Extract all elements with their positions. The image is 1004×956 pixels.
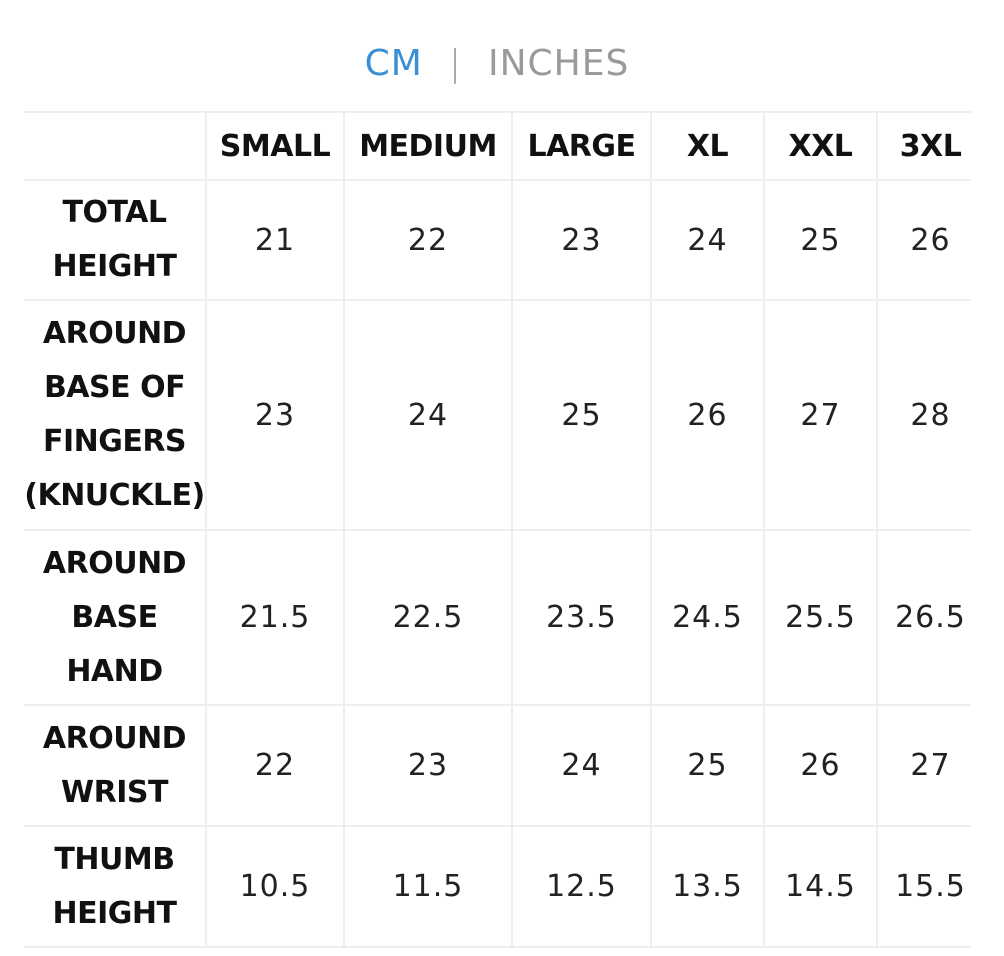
table-cell: 22 [343, 179, 513, 301]
column-header-xxl: XXL [763, 111, 878, 181]
table-cell: 26.5 [876, 529, 971, 706]
row-label: THUMB HEIGHT [24, 825, 207, 948]
table-cell: 21 [205, 179, 345, 301]
table-cell: 25 [763, 179, 878, 301]
column-header-large: LARGE [511, 111, 652, 181]
row-label-line: HEIGHT [52, 249, 177, 284]
row-label: AROUND WRIST [24, 704, 207, 827]
row-label: AROUND BASE HAND [24, 529, 207, 706]
table-cell: 23 [205, 299, 345, 531]
row-label-line: THUMB [54, 841, 175, 877]
table-corner-cell [24, 111, 207, 181]
row-label-line: TOTAL [62, 195, 167, 230]
table-row: AROUND WRIST 22 23 24 25 26 27 [24, 704, 971, 827]
unit-toggle: CM | INCHES [0, 38, 994, 88]
table-cell: 26 [876, 179, 971, 301]
table-cell: 25 [511, 299, 652, 531]
unit-separator: | [448, 42, 462, 84]
table-cell: 24 [343, 299, 513, 531]
table-cell: 21.5 [205, 529, 345, 706]
row-label-line: AROUND [42, 316, 187, 351]
row-label-line: WRIST [61, 774, 168, 810]
table-row: TOTAL HEIGHT 21 22 23 24 25 26 [24, 179, 971, 301]
table-cell: 27 [876, 704, 971, 827]
table-cell: 12.5 [511, 825, 652, 948]
column-header-3xl: 3XL [876, 111, 971, 181]
table-cell: 10.5 [205, 825, 345, 948]
table-row: AROUND BASE HAND 21.5 22.5 23.5 24.5 25.5 26.5 [24, 529, 971, 706]
size-chart: SMALL MEDIUM LARGE XL XXL 3XL TOTAL HEIGHT 21 22… [24, 111, 971, 948]
table-cell: 26 [650, 299, 765, 531]
unit-tab-cm[interactable]: CM [364, 42, 423, 84]
size-table: SMALL MEDIUM LARGE XL XXL 3XL TOTAL HEIGHT 21 22… [24, 111, 971, 948]
column-header-small: SMALL [205, 111, 345, 181]
table-cell: 25 [650, 704, 765, 827]
table-cell: 11.5 [343, 825, 513, 948]
row-label: AROUND BASE OF FINGERS (KNUCKLE) [24, 299, 207, 531]
table-cell: 23.5 [511, 529, 652, 706]
row-label-line: HEIGHT [52, 895, 177, 931]
table-cell: 23 [511, 179, 652, 301]
table-cell: 24 [650, 179, 765, 301]
table-cell: 23 [343, 704, 513, 827]
row-label-line: AROUND [42, 545, 187, 581]
table-cell: 14.5 [763, 825, 878, 948]
table-cell: 25.5 [763, 529, 878, 706]
table-cell: 26 [763, 704, 878, 827]
row-label-line: HAND [66, 653, 163, 689]
unit-tab-inches[interactable]: INCHES [487, 42, 630, 84]
table-cell: 28 [876, 299, 971, 531]
row-label-line: BASE OF [43, 370, 186, 405]
row-label-line: AROUND [42, 720, 187, 756]
column-header-xl: XL [650, 111, 765, 181]
row-label: TOTAL HEIGHT [24, 179, 207, 301]
table-row: AROUND BASE OF FINGERS (KNUCKLE) 23 24 25 26 27 2… [24, 299, 971, 531]
table-header-row: SMALL MEDIUM LARGE XL XXL 3XL [24, 111, 971, 181]
table-cell: 13.5 [650, 825, 765, 948]
row-label-line: BASE [71, 599, 158, 635]
table-cell: 22.5 [343, 529, 513, 706]
table-cell: 24.5 [650, 529, 765, 706]
table-cell: 15.5 [876, 825, 971, 948]
column-header-medium: MEDIUM [343, 111, 513, 181]
row-label-line: FINGERS [42, 424, 187, 459]
table-cell: 24 [511, 704, 652, 827]
row-label-line: (KNUCKLE) [24, 478, 205, 513]
table-row: THUMB HEIGHT 10.5 11.5 12.5 13.5 14.5 15.5 [24, 825, 971, 948]
table-cell: 27 [763, 299, 878, 531]
table-cell: 22 [205, 704, 345, 827]
